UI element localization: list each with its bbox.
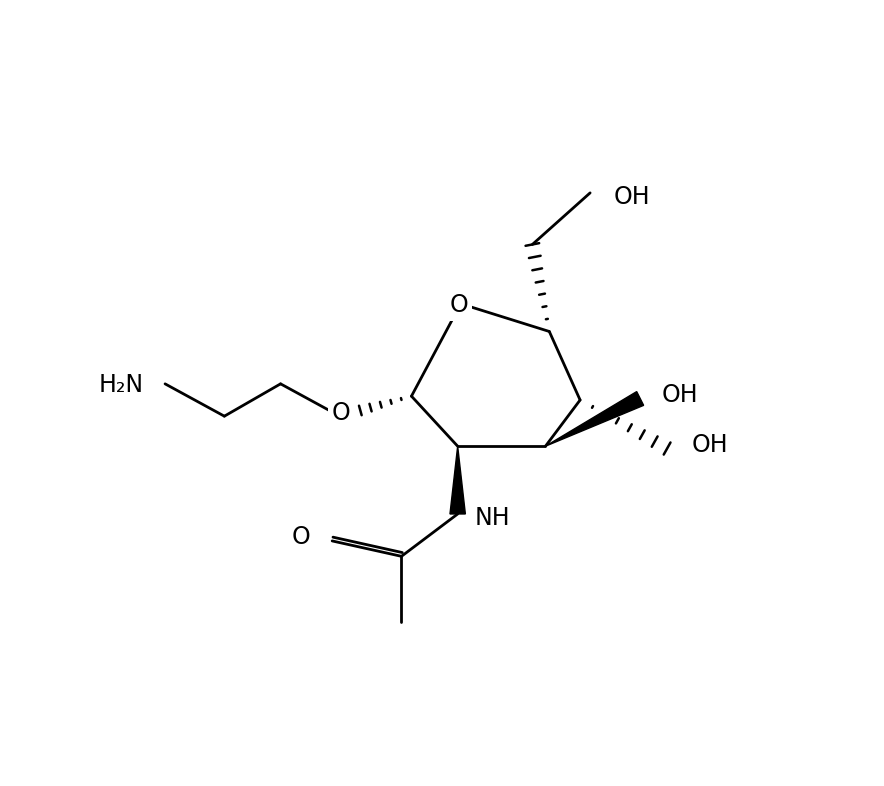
Text: OH: OH [613,185,650,209]
Text: OH: OH [692,432,728,457]
Polygon shape [450,446,465,514]
Text: NH: NH [475,506,510,530]
Text: O: O [292,525,310,549]
Polygon shape [545,391,644,446]
Text: OH: OH [662,383,698,406]
Text: O: O [450,293,469,318]
Text: O: O [332,401,351,425]
Text: H₂N: H₂N [98,373,143,398]
